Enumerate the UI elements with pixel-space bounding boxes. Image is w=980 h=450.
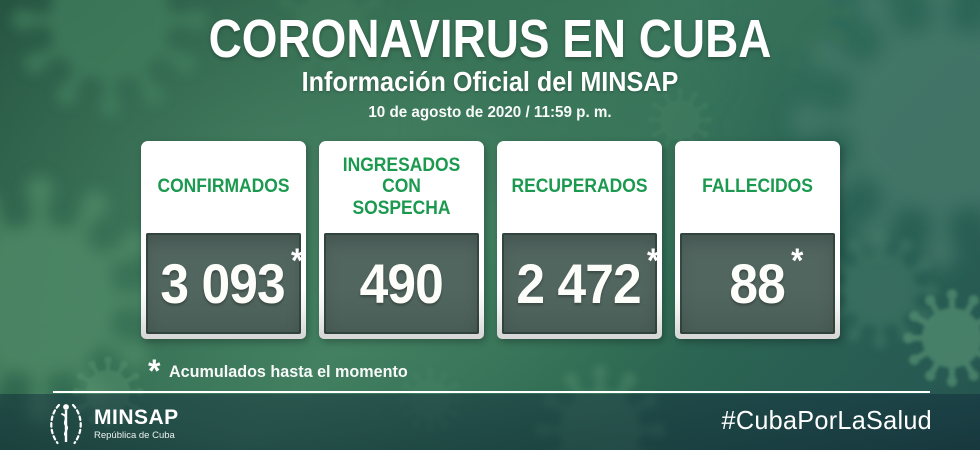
page-subtitle: Información Oficial del MINSAP	[301, 66, 679, 97]
stat-card-value: 3 093	[160, 251, 286, 315]
stat-card: CONFIRMADOS 3 093 *	[140, 141, 306, 339]
stat-card-value-box: 3 093 *	[145, 233, 304, 334]
stat-card-value: 490	[359, 251, 443, 315]
stat-card: INGRESADOS CON SOSPECHA 490 *	[318, 141, 484, 339]
report-date: 10 de agosto de 2020 / 11:59 p. m.	[368, 104, 612, 122]
stat-cards: CONFIRMADOS 3 093 * INGRESADOS CON SOSPE…	[0, 141, 980, 339]
stat-card-label: FALLECIDOS	[701, 176, 813, 198]
hashtag: #CubaPorLaSalud	[721, 405, 932, 435]
stat-card-value-box: 88 *	[679, 233, 835, 334]
stat-card: FALLECIDOS 88 *	[674, 141, 840, 339]
page-title: CORONAVIRUS EN CUBA	[208, 9, 772, 69]
footnote-asterisk-icon: *	[148, 353, 161, 389]
minsap-logo: MINSAP República de Cuba	[46, 401, 179, 447]
stat-card-value: 88	[729, 251, 785, 315]
asterisk-marker: *	[647, 241, 660, 280]
stat-card-label: RECUPERADOS	[511, 176, 647, 198]
asterisk-marker: *	[291, 241, 304, 280]
footnote-text: Acumulados hasta el momento	[169, 362, 409, 381]
minsap-emblem-icon	[50, 403, 82, 445]
asterisk-marker: *	[790, 241, 804, 280]
logo-subtitle: República de Cuba	[94, 430, 175, 442]
stat-card-value: 2 472	[516, 251, 642, 315]
stat-card-value-box: 2 472 *	[501, 233, 660, 334]
stat-card: RECUPERADOS 2 472 *	[496, 141, 662, 339]
stat-card-number-wrap: 3 093 *	[161, 244, 304, 312]
stat-card-label: CONFIRMADOS	[156, 176, 290, 198]
stat-card-label: INGRESADOS CON SOSPECHA	[342, 155, 460, 219]
stat-card-value-box: 490 *	[323, 233, 479, 334]
logo-title: MINSAP	[94, 405, 179, 429]
footer-divider	[53, 391, 930, 393]
stat-card-number-wrap: 490 *	[359, 255, 443, 312]
logo-text: MINSAP República de Cuba	[94, 405, 179, 442]
stat-card-number-wrap: 88 *	[729, 244, 803, 312]
header: CORONAVIRUS EN CUBA Información Oficial …	[0, 12, 980, 122]
footer-bar	[0, 394, 980, 450]
footnote: * Acumulados hasta el momento	[148, 355, 421, 387]
stat-card-number-wrap: 2 472 *	[517, 244, 660, 312]
